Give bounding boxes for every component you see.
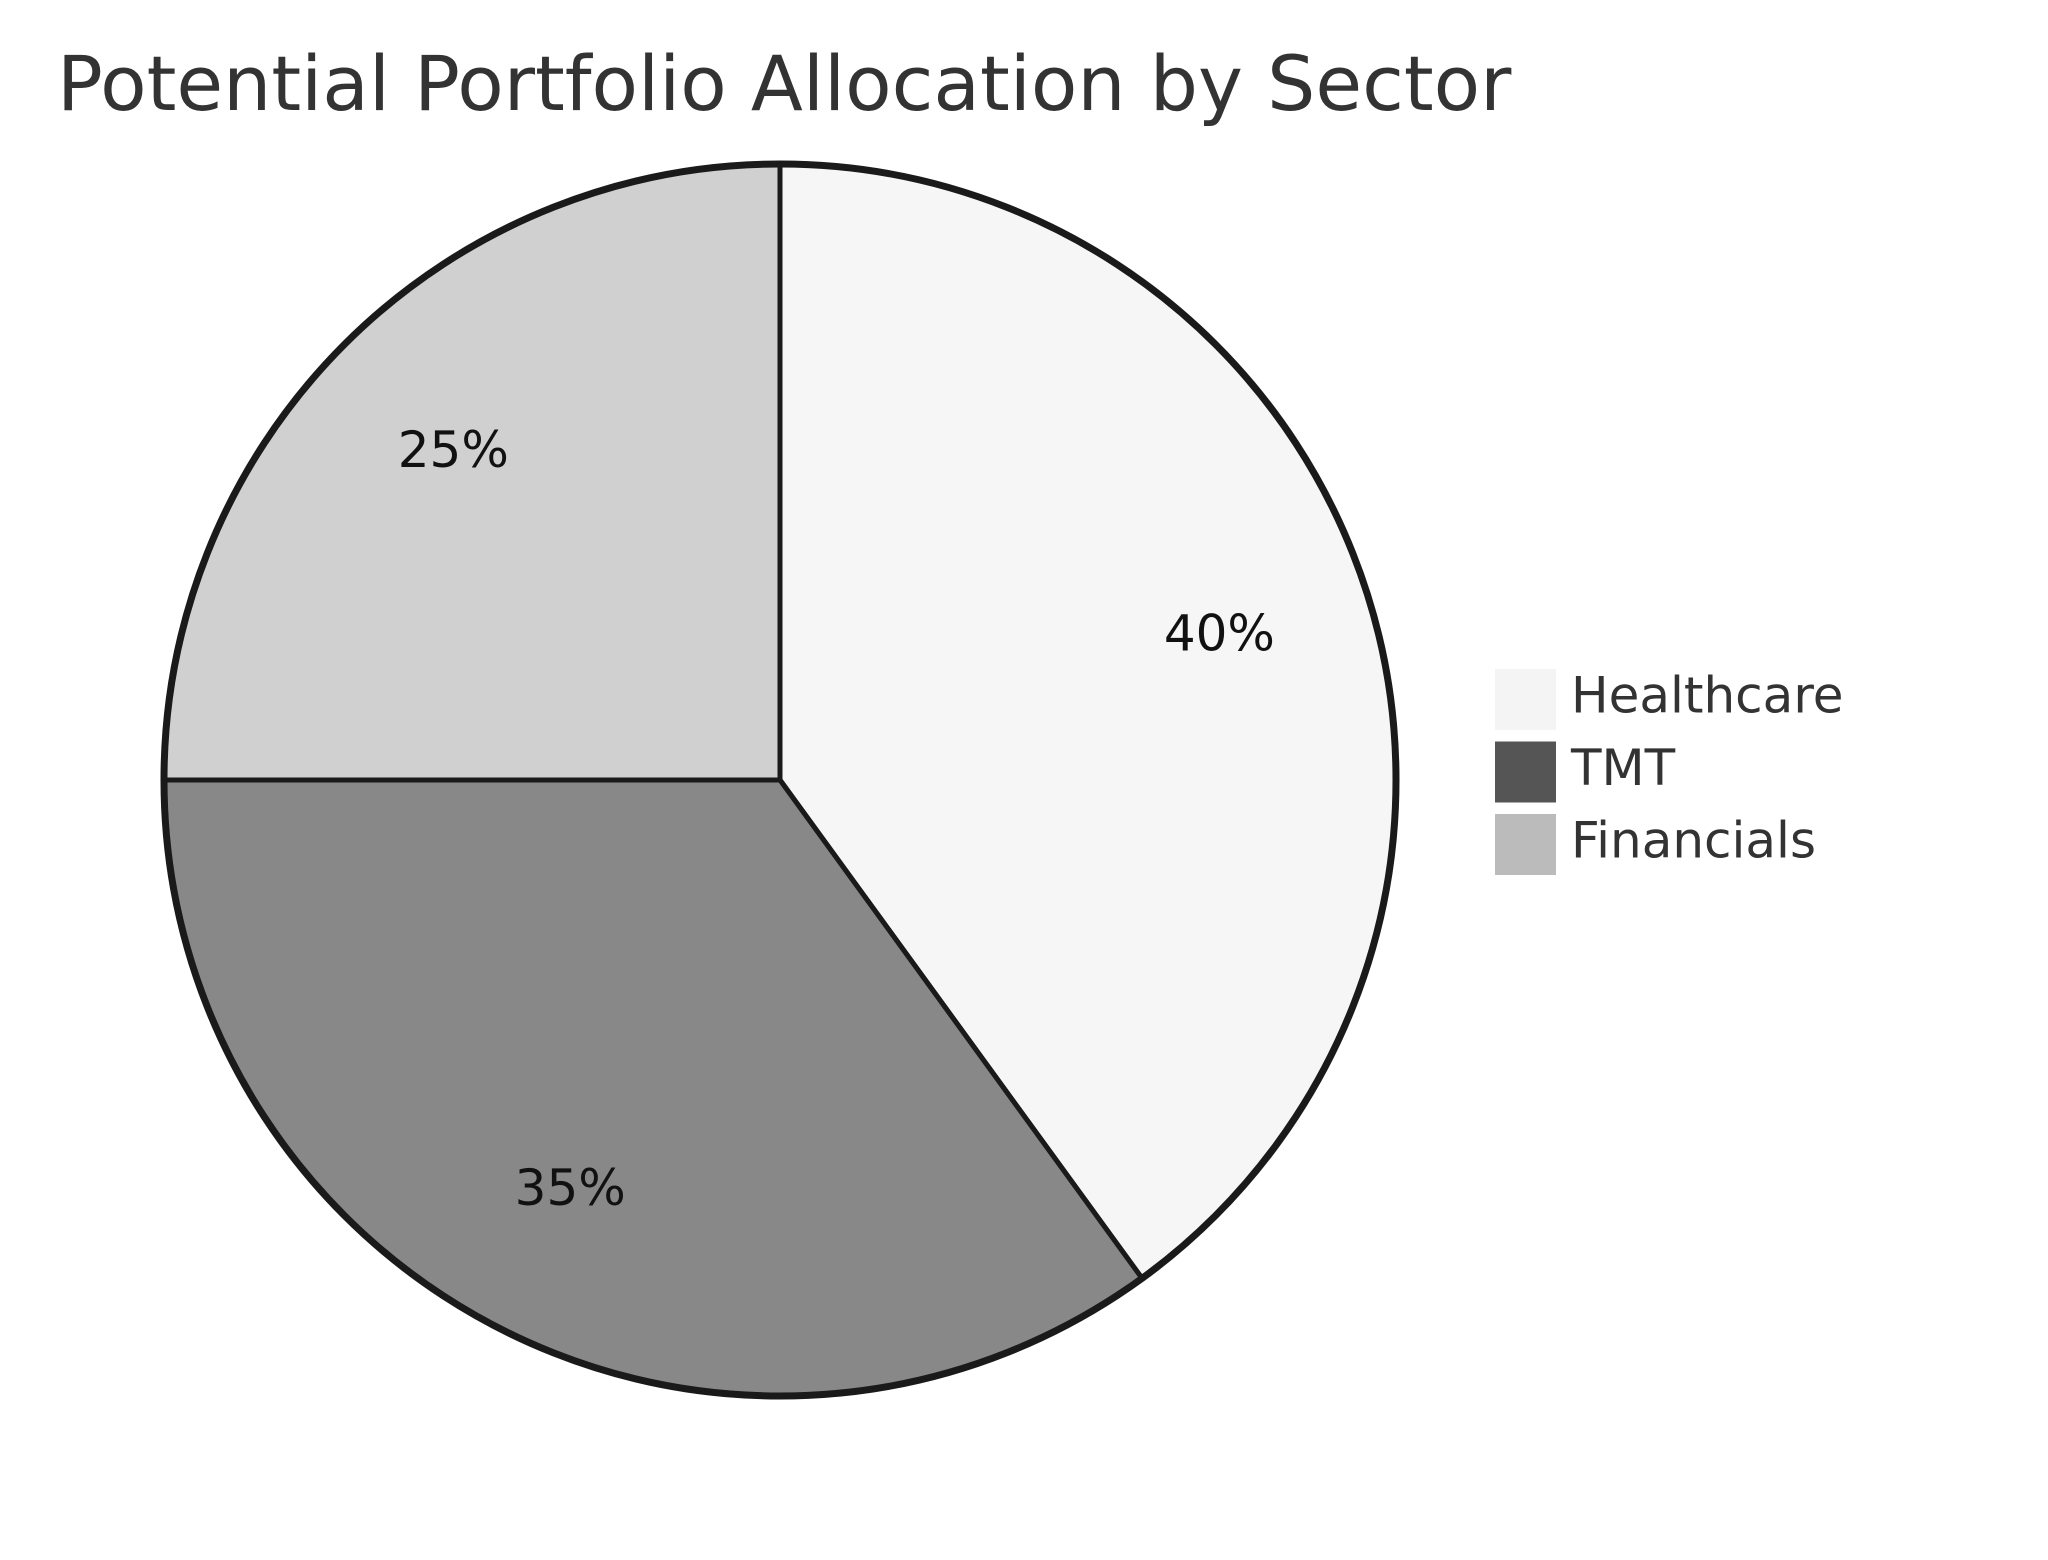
legend-label: TMT xyxy=(1570,739,1676,797)
legend-swatch xyxy=(1495,669,1556,730)
slice-label: 25% xyxy=(398,421,509,479)
legend-label: Healthcare xyxy=(1571,667,1844,725)
legend-swatch xyxy=(1495,814,1556,875)
pie-outline xyxy=(160,160,1400,1400)
chart-title: Potential Portfolio Allocation by Sector xyxy=(57,39,1512,128)
slice-label: 40% xyxy=(1164,605,1275,663)
legend-swatch xyxy=(1495,741,1556,803)
legend-label: Financials xyxy=(1571,812,1816,870)
slice-label: 35% xyxy=(515,1159,626,1217)
